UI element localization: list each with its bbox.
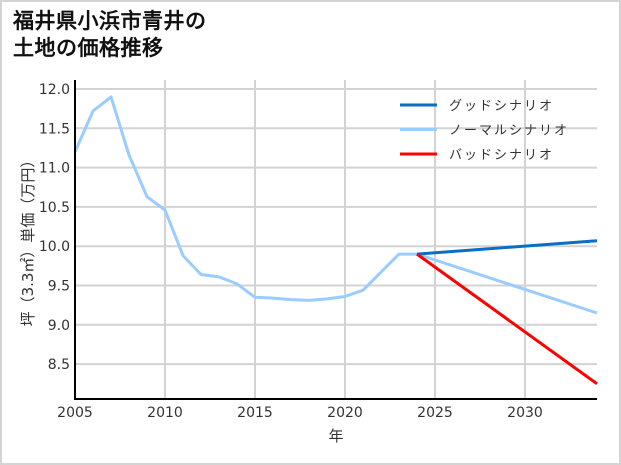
series-lines <box>73 95 598 386</box>
tick-labels: 8.5 9.0 9.5 10.0 10.5 11.0 11.5 12.0 2005 2010 201… <box>39 82 543 421</box>
y-tick-label: 10.0 <box>39 239 70 255</box>
x-tick-label: 2020 <box>327 405 363 421</box>
series-line-2 <box>416 252 598 386</box>
legend-item-2: バッドシナリオ <box>400 148 554 163</box>
legend-item-0: グッドシナリオ <box>400 99 554 114</box>
y-tick-label: 9.5 <box>48 279 70 295</box>
y-tick-label: 8.5 <box>48 357 70 373</box>
x-tick-label: 2010 <box>147 405 183 421</box>
legend-label: グッドシナリオ <box>449 99 554 114</box>
legend-label: ノーマルシナリオ <box>449 124 569 139</box>
axes <box>74 80 597 400</box>
y-axis-label: 坪（3.3㎡）単価（万円） <box>19 153 37 327</box>
y-tick-label: 11.0 <box>39 161 70 177</box>
gridlines <box>74 80 597 399</box>
chart-title-line2: 土地の価格推移 <box>13 36 164 60</box>
x-tick-label: 2025 <box>417 405 453 421</box>
legend-item-1: ノーマルシナリオ <box>400 124 569 139</box>
y-tick-label: 9.0 <box>48 318 70 334</box>
x-tick-label: 2015 <box>237 405 273 421</box>
legend-label: バッドシナリオ <box>449 148 554 163</box>
series-line-0 <box>416 239 598 256</box>
x-tick-label: 2030 <box>507 405 543 421</box>
chart-title-line1: 福井県小浜市青井の <box>13 9 207 33</box>
y-tick-label: 11.5 <box>39 121 70 137</box>
y-tick-label: 10.5 <box>39 200 70 216</box>
y-tick-label: 12.0 <box>39 82 70 98</box>
chart-title: 福井県小浜市青井の 土地の価格推移 <box>13 8 207 62</box>
x-axis-label: 年 <box>328 427 343 445</box>
x-tick-label: 2005 <box>57 405 93 421</box>
series-line-1 <box>73 95 598 315</box>
